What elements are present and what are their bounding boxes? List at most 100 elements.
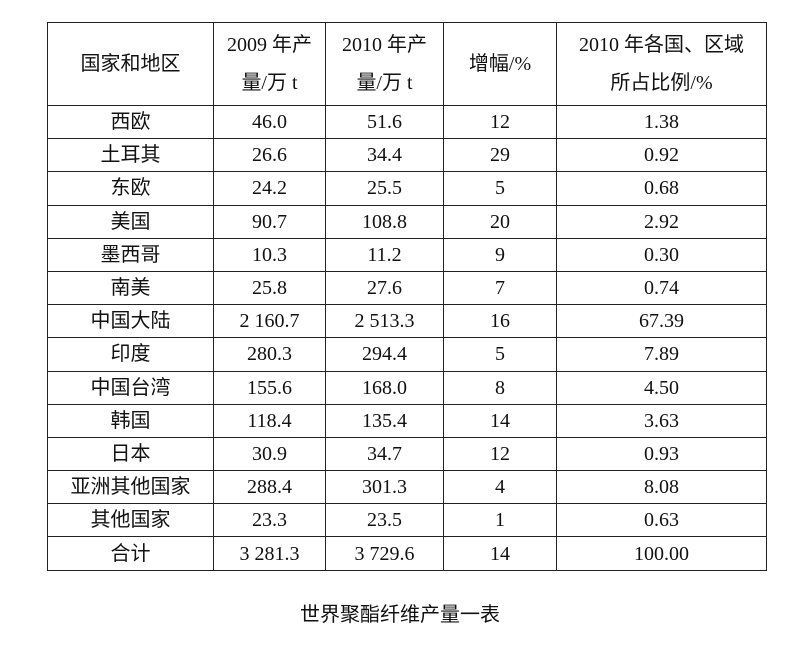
table-cell: 25.5 xyxy=(325,171,444,206)
table-cell: 294.4 xyxy=(325,337,444,372)
table-cell: 51.6 xyxy=(325,104,444,140)
table-row: 韩国 118.4 135.4 14 3.63 xyxy=(47,403,767,438)
table-cell: 20 xyxy=(443,204,557,239)
table-cell: 2 513.3 xyxy=(325,304,444,339)
data-table: 国家和地区 2009 年产 量/万 t 2010 年产 量/万 t 增幅/% 2010 年各… xyxy=(47,22,767,571)
table-row: 西欧 46.0 51.6 12 1.38 xyxy=(47,104,767,140)
table-cell: 23.3 xyxy=(213,503,326,538)
header-text: 2009 年产 xyxy=(227,34,312,56)
table-cell: 5 xyxy=(443,171,557,206)
table-cell: 东欧 xyxy=(47,171,214,206)
table-cell: 2 160.7 xyxy=(213,304,326,339)
header-text: 所占比例/% xyxy=(610,72,713,94)
table-cell: 46.0 xyxy=(213,104,326,140)
table-cell: 14 xyxy=(443,536,557,571)
table-cell: 日本 xyxy=(47,436,214,472)
table-cell: 印度 xyxy=(47,337,214,372)
table-row: 中国台湾 155.6 168.0 8 4.50 xyxy=(47,370,767,405)
table-cell: 土耳其 xyxy=(47,138,214,173)
table-cell: 12 xyxy=(443,436,557,472)
table-cell: 0.74 xyxy=(556,270,767,306)
table-cell: 0.92 xyxy=(556,138,767,173)
header-text: 2010 年产 xyxy=(342,34,427,56)
table-row: 合计 3 281.3 3 729.6 14 100.00 xyxy=(47,536,767,571)
table-row: 其他国家 23.3 23.5 1 0.63 xyxy=(47,503,767,538)
table-row: 南美 25.8 27.6 7 0.74 xyxy=(47,270,767,306)
table-cell: 西欧 xyxy=(47,104,214,140)
table-row: 印度 280.3 294.4 5 7.89 xyxy=(47,337,767,372)
table-cell: 中国台湾 xyxy=(47,370,214,405)
table-row: 中国大陆 2 160.7 2 513.3 16 67.39 xyxy=(47,304,767,339)
table-cell: 25.8 xyxy=(213,270,326,306)
table-cell: 5 xyxy=(443,337,557,372)
table-cell: 9 xyxy=(443,237,557,272)
table-row: 土耳其 26.6 34.4 29 0.92 xyxy=(47,138,767,173)
table-cell: 155.6 xyxy=(213,370,326,405)
table-cell: 12 xyxy=(443,104,557,140)
table-cell: 288.4 xyxy=(213,470,326,505)
header-text: 量/万 t xyxy=(241,72,298,94)
table-row: 墨西哥 10.3 11.2 9 0.30 xyxy=(47,237,767,272)
header-text: 量/万 t xyxy=(356,72,413,94)
table-cell: 1.38 xyxy=(556,104,767,140)
table-cell: 16 xyxy=(443,304,557,339)
table-cell: 301.3 xyxy=(325,470,444,505)
table-cell: 8 xyxy=(443,370,557,405)
table-cell: 30.9 xyxy=(213,436,326,472)
header-cell: 2009 年产 量/万 t xyxy=(213,22,326,106)
table-cell: 29 xyxy=(443,138,557,173)
header-row: 国家和地区 2009 年产 量/万 t 2010 年产 量/万 t 增幅/% 2010 年各… xyxy=(47,22,767,106)
table-cell: 亚洲其他国家 xyxy=(47,470,214,505)
table-cell: 3.63 xyxy=(556,403,767,438)
table-cell: 7 xyxy=(443,270,557,306)
table-cell: 0.30 xyxy=(556,237,767,272)
table-cell: 0.68 xyxy=(556,171,767,206)
table-row: 美国 90.7 108.8 20 2.92 xyxy=(47,204,767,239)
table-cell: 美国 xyxy=(47,204,214,239)
table-row: 亚洲其他国家 288.4 301.3 4 8.08 xyxy=(47,470,767,505)
table-cell: 10.3 xyxy=(213,237,326,272)
header-cell: 国家和地区 xyxy=(47,22,214,106)
table-cell: 3 281.3 xyxy=(213,536,326,571)
caption: 世界聚酯纤维产量一表 xyxy=(300,604,500,626)
table-cell: 3 729.6 xyxy=(325,536,444,571)
table-row: 日本 30.9 34.7 12 0.93 xyxy=(47,436,767,472)
table-cell: 合计 xyxy=(47,536,214,571)
header-text: 国家和地区 xyxy=(80,53,181,75)
table-cell: 南美 xyxy=(47,270,214,306)
table-cell: 280.3 xyxy=(213,337,326,372)
table-cell: 23.5 xyxy=(325,503,444,538)
table-cell: 34.7 xyxy=(325,436,444,472)
table-cell: 11.2 xyxy=(325,237,444,272)
table-cell: 0.63 xyxy=(556,503,767,538)
table-cell: 7.89 xyxy=(556,337,767,372)
table-cell: 34.4 xyxy=(325,138,444,173)
header-cell: 增幅/% xyxy=(443,22,557,106)
table-cell: 67.39 xyxy=(556,304,767,339)
table-cell: 27.6 xyxy=(325,270,444,306)
header-cell: 2010 年各国、区域 所占比例/% xyxy=(556,22,767,106)
table-cell: 90.7 xyxy=(213,204,326,239)
table-cell: 其他国家 xyxy=(47,503,214,538)
header-text: 增幅/% xyxy=(468,53,532,75)
table-row: 东欧 24.2 25.5 5 0.68 xyxy=(47,171,767,206)
table-cell: 168.0 xyxy=(325,370,444,405)
table-cell: 韩国 xyxy=(47,403,214,438)
table-cell: 墨西哥 xyxy=(47,237,214,272)
table-cell: 118.4 xyxy=(213,403,326,438)
table-cell: 135.4 xyxy=(325,403,444,438)
table-cell: 8.08 xyxy=(556,470,767,505)
table-cell: 100.00 xyxy=(556,536,767,571)
table-cell: 中国大陆 xyxy=(47,304,214,339)
table-cell: 4 xyxy=(443,470,557,505)
table-cell: 24.2 xyxy=(213,171,326,206)
table-cell: 0.93 xyxy=(556,436,767,472)
table-cell: 26.6 xyxy=(213,138,326,173)
header-text: 2010 年各国、区域 xyxy=(579,34,744,56)
table-cell: 108.8 xyxy=(325,204,444,239)
header-cell: 2010 年产 量/万 t xyxy=(325,22,444,106)
table-cell: 14 xyxy=(443,403,557,438)
table-cell: 2.92 xyxy=(556,204,767,239)
table-cell: 4.50 xyxy=(556,370,767,405)
